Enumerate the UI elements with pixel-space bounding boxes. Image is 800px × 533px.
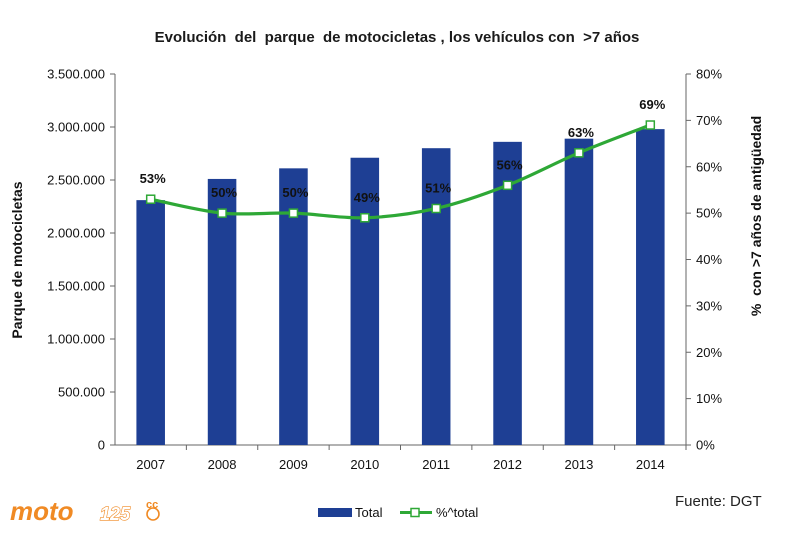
logo-number: 125 (100, 504, 131, 524)
x-tick-label: 2008 (208, 457, 237, 472)
y2-tick-label: 50% (696, 206, 722, 221)
legend-label-pct: %^total (436, 505, 478, 520)
y2-tick-label: 40% (696, 252, 722, 267)
bar (564, 138, 594, 445)
y2-tick-label: 0% (696, 438, 715, 453)
y2-tick-label: 60% (696, 159, 722, 174)
bar (636, 129, 665, 445)
plot-area: 0 500.000 1.000.000 1.500.000 2.000.000 2.500… (47, 67, 722, 473)
pct-data-label: 53% (140, 171, 166, 186)
y-tick-label: 0 (98, 438, 105, 453)
source-note: Fuente: DGT (675, 493, 762, 510)
legend-swatch-total (318, 508, 352, 517)
y-tick-label: 3.500.000 (47, 67, 105, 82)
legend-label-total: Total (355, 505, 383, 520)
x-tick-label: 2013 (564, 457, 593, 472)
bar (493, 141, 522, 445)
bar (350, 157, 380, 446)
pct-marker (288, 208, 299, 218)
y2-tick-label: 30% (696, 298, 722, 313)
x-tick-label: 2009 (279, 457, 308, 472)
legend: Total %^total (318, 505, 478, 520)
x-tick-label: 2014 (636, 457, 665, 472)
x-tick-label: 2011 (422, 457, 450, 472)
y-axis-title: Parque de motocicletas (9, 181, 25, 338)
pct-marker (645, 120, 656, 130)
y2-tick-label: 70% (696, 113, 722, 128)
bar (421, 148, 451, 445)
pct-data-label: 51% (425, 180, 451, 195)
logo-text: moto (10, 496, 74, 526)
brand-logo: moto 125 cc (10, 496, 160, 526)
pct-line (150, 123, 651, 220)
y2-axis-title: % con >7 años de antigüedad (748, 116, 764, 316)
y-tick-label: 3.000.000 (47, 120, 105, 135)
x-tick-label: 2012 (493, 457, 522, 472)
pct-data-label: 69% (639, 97, 665, 112)
y2-tick-label: 10% (696, 391, 722, 406)
y-tick-label: 500.000 (58, 385, 105, 400)
pct-marker (360, 213, 370, 223)
y2-tick-label: 20% (696, 345, 722, 360)
pct-marker (217, 208, 227, 218)
y-tick-label: 2.500.000 (47, 173, 105, 188)
pct-marker (431, 203, 441, 214)
wheel-icon (146, 507, 160, 521)
x-tick-label: 2010 (350, 457, 379, 472)
legend-marker-pct (410, 507, 420, 518)
y2-tick-label: 80% (696, 67, 722, 82)
pct-data-label: 49% (354, 190, 380, 205)
pct-data-label: 50% (211, 185, 237, 200)
y-tick-label: 2.000.000 (47, 226, 105, 241)
pct-data-label: 50% (282, 185, 308, 200)
pct-marker (574, 148, 584, 158)
pct-data-label: 63% (568, 125, 594, 140)
y-tick-label: 1.500.000 (47, 279, 105, 294)
chart-title: Evolución del parque de motocicletas , l… (155, 29, 640, 46)
x-tick-label: 2007 (136, 457, 165, 472)
y-tick-label: 1.000.000 (47, 332, 105, 347)
bar (136, 200, 165, 445)
pct-marker (145, 194, 156, 204)
pct-data-label: 56% (497, 157, 523, 172)
bar (207, 178, 237, 445)
pct-marker (502, 180, 513, 191)
